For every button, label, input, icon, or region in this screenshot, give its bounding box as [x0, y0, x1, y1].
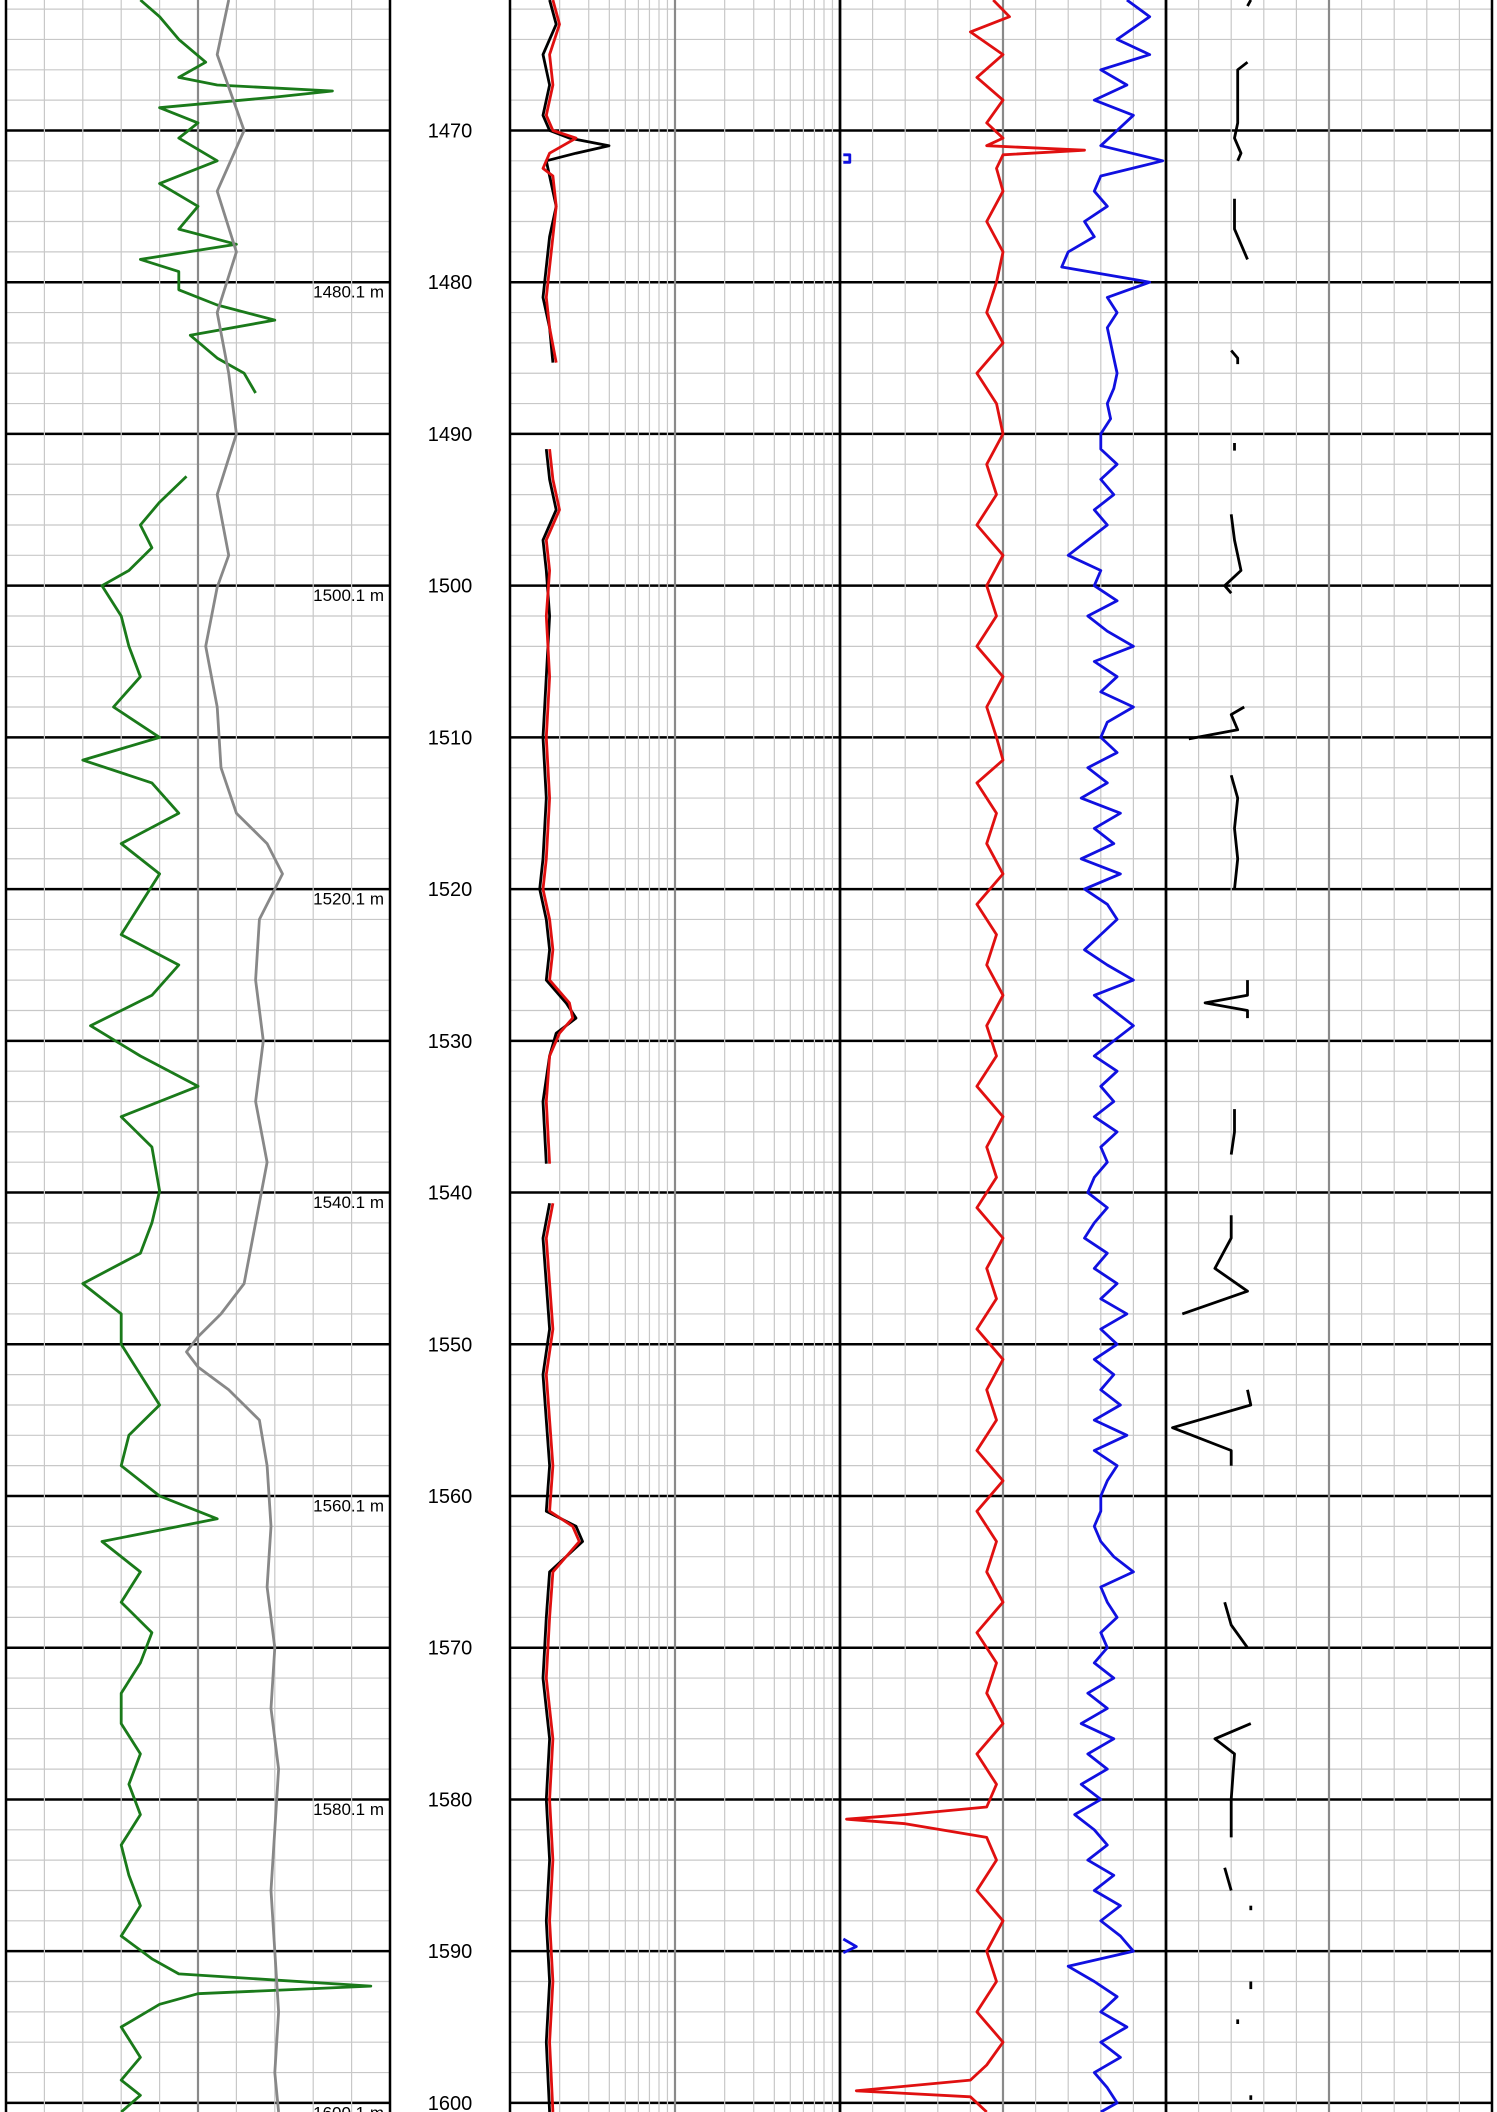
curve-track3-series1 [845, 0, 1086, 2112]
curves [81, 0, 1253, 2112]
depth-tick-label: 1580 [428, 1789, 473, 1811]
curve-track4-series1 [1223, 1601, 1249, 1649]
curve-track4-series1 [1246, 0, 1253, 7]
curve-track3-series2 [1060, 0, 1165, 2112]
depth-marker-labels: 1480.1 m 1500.1 m 1520.1 m 1540.1 m 1560.1 m… [313, 283, 384, 2112]
depth-tick-label: 1490 [428, 424, 473, 446]
curve-track1-series1 [138, 0, 334, 394]
curve-track2-series1 [541, 0, 611, 363]
depth-marker-label: 1540.1 m [313, 1193, 384, 1212]
depth-tick-label: 1520 [428, 879, 473, 901]
curve-track4-series1 [1229, 774, 1240, 890]
depth-marker-label: 1600.1 m [313, 2103, 384, 2112]
curve-track4-series1 [1181, 1215, 1249, 1316]
depth-tick-label: 1470 [428, 120, 473, 142]
curve-track4-series1 [1188, 705, 1245, 741]
depth-marker-label: 1580.1 m [313, 1800, 384, 1819]
depth-tick-label: 1600 [428, 2093, 473, 2112]
depth-tick-label: 1510 [428, 727, 473, 749]
curve-track2-series1 [541, 1202, 584, 2112]
curve-track2-series2 [541, 0, 578, 363]
depth-marker-label: 1520.1 m [313, 890, 384, 909]
curve-track4-series1 [1233, 198, 1249, 260]
curve-track4-series1 [1213, 1722, 1252, 1838]
depth-tick-label: 1560 [428, 1486, 473, 1508]
curve-track4-series1 [1233, 61, 1249, 162]
depth-axis: 1470 1480 1490 1500 1510 1520 1530 1540 1550 1560… [313, 120, 472, 2112]
curve-track1-series1 [81, 475, 373, 2112]
depth-tick-label: 1480 [428, 272, 473, 294]
depth-tick-label: 1530 [428, 1031, 473, 1053]
depth-tick-label: 1500 [428, 576, 473, 598]
curve-track2-series2 [544, 1202, 581, 2112]
curve-track4-series1 [1223, 514, 1243, 595]
curve-track2-series1 [538, 448, 578, 1164]
curve-track4-series1 [1223, 1867, 1233, 1891]
depth-marker-label: 1500.1 m [313, 586, 384, 605]
curve-track4-series1 [1171, 1389, 1253, 1466]
track-grid [4, 0, 1494, 2112]
curve-track4-series1 [1229, 1109, 1236, 1155]
depth-tick-label: 1590 [428, 1941, 473, 1963]
depth-tick-label: 1540 [428, 1183, 473, 1205]
curve-track4-series1 [1230, 349, 1240, 365]
depth-marker-label: 1480.1 m [313, 283, 384, 302]
curve-track3-series2 [843, 153, 852, 164]
depth-tick-label: 1570 [428, 1638, 473, 1660]
depth-marker-label: 1560.1 m [313, 1497, 384, 1516]
curve-track4-series1 [1203, 980, 1249, 1019]
curve-track3-series2 [842, 1937, 858, 1954]
curve-track1-series2 [185, 0, 284, 2112]
curve-track2-series2 [541, 448, 575, 1164]
depth-tick-label: 1550 [428, 1334, 473, 1356]
depth-tick-labels: 1470 1480 1490 1500 1510 1520 1530 1540 1550 1560… [428, 120, 473, 2112]
